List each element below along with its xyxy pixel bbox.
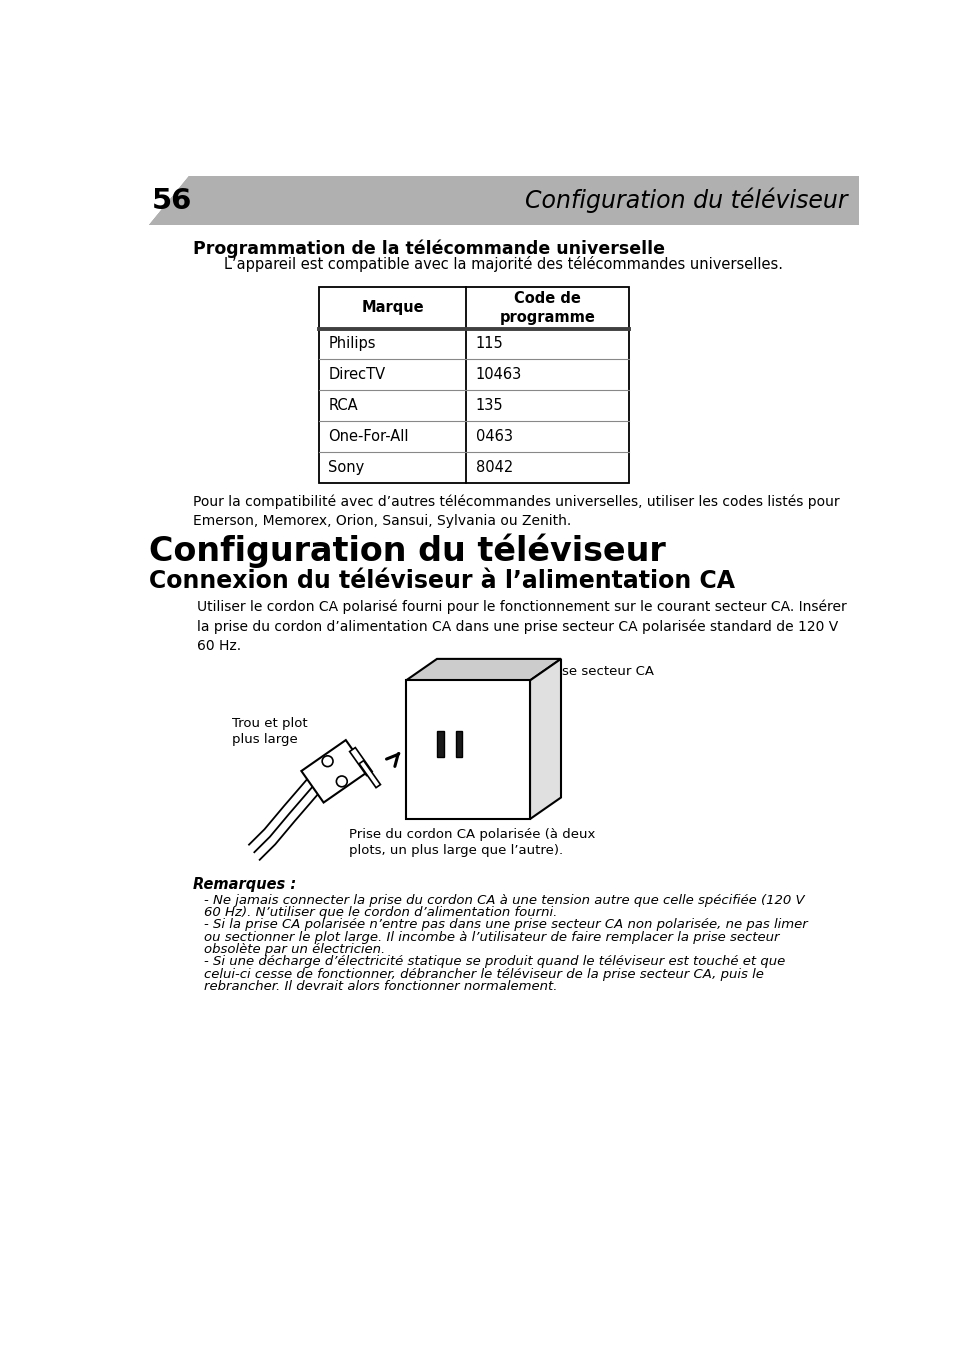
Text: Trou et plot
plus large: Trou et plot plus large [232,718,307,746]
Text: Code de
programme: Code de programme [499,291,595,324]
Bar [406,680,530,819]
Text: 60 Hz). N’utiliser que le cordon d’alimentation fourni.: 60 Hz). N’utiliser que le cordon d’alime… [204,906,558,919]
Text: Marque: Marque [361,300,424,315]
Text: 115: 115 [476,337,503,352]
Text: 56: 56 [152,187,192,215]
Text: Pour la compatibilité avec d’autres télécommandes universelles, utiliser les cod: Pour la compatibilité avec d’autres télé… [193,495,839,529]
Circle shape [322,756,333,767]
Text: Programmation de la télécommande universelle: Programmation de la télécommande univers… [193,239,664,258]
Text: rebrancher. Il devrait alors fonctionner normalement.: rebrancher. Il devrait alors fonctionner… [204,980,558,992]
Text: DirecTV: DirecTV [328,368,385,383]
Text: ou sectionner le plot large. Il incombe à l’utilisateur de faire remplacer la pr: ou sectionner le plot large. Il incombe … [204,930,780,944]
Text: Configuration du téléviseur: Configuration du téléviseur [524,188,847,214]
Text: Prise du cordon CA polarisée (à deux
plots, un plus large que l’autre).: Prise du cordon CA polarisée (à deux plo… [348,829,595,857]
Text: - Ne jamais connecter la prise du cordon CA à une tension autre que celle spécif: - Ne jamais connecter la prise du cordon… [204,894,804,907]
Polygon shape [358,761,380,788]
Text: celui-ci cesse de fonctionner, débrancher le téléviseur de la prise secteur CA, : celui-ci cesse de fonctionner, débranche… [204,968,763,980]
Text: Configuration du téléviseur: Configuration du téléviseur [149,534,665,568]
Text: 135: 135 [476,397,503,414]
Polygon shape [406,658,560,680]
Text: L’appareil est compatible avec la majorité des télécommandes universelles.: L’appareil est compatible avec la majori… [224,256,782,272]
Text: Connexion du téléviseur à l’alimentation CA: Connexion du téléviseur à l’alimentation… [149,569,734,592]
Text: Philips: Philips [328,337,375,352]
Text: Prise secteur CA: Prise secteur CA [545,665,654,679]
Text: Sony: Sony [328,460,364,475]
Text: One-For-All: One-For-All [328,429,409,443]
Polygon shape [301,740,368,803]
Text: obsolète par un électricien.: obsolète par un électricien. [204,944,385,956]
Polygon shape [349,748,372,776]
Bar [319,287,629,483]
Bar [436,730,443,757]
Bar [456,730,461,757]
Text: 8042: 8042 [476,460,513,475]
Polygon shape [149,176,189,226]
Text: RCA: RCA [328,397,357,414]
Text: - Si une décharge d’électricité statique se produit quand le téléviseur est touc: - Si une décharge d’électricité statique… [204,956,785,968]
Text: Utiliser le cordon CA polarisé fourni pour le fonctionnement sur le courant sect: Utiliser le cordon CA polarisé fourni po… [196,599,845,653]
Polygon shape [149,176,858,226]
Circle shape [336,776,347,787]
Text: - Si la prise CA polarisée n’entre pas dans une prise secteur CA non polarisée, : - Si la prise CA polarisée n’entre pas d… [204,918,807,932]
Polygon shape [149,176,858,226]
Text: 10463: 10463 [476,368,521,383]
Text: Remarques :: Remarques : [193,877,295,892]
Text: 0463: 0463 [476,429,512,443]
Polygon shape [530,658,560,819]
